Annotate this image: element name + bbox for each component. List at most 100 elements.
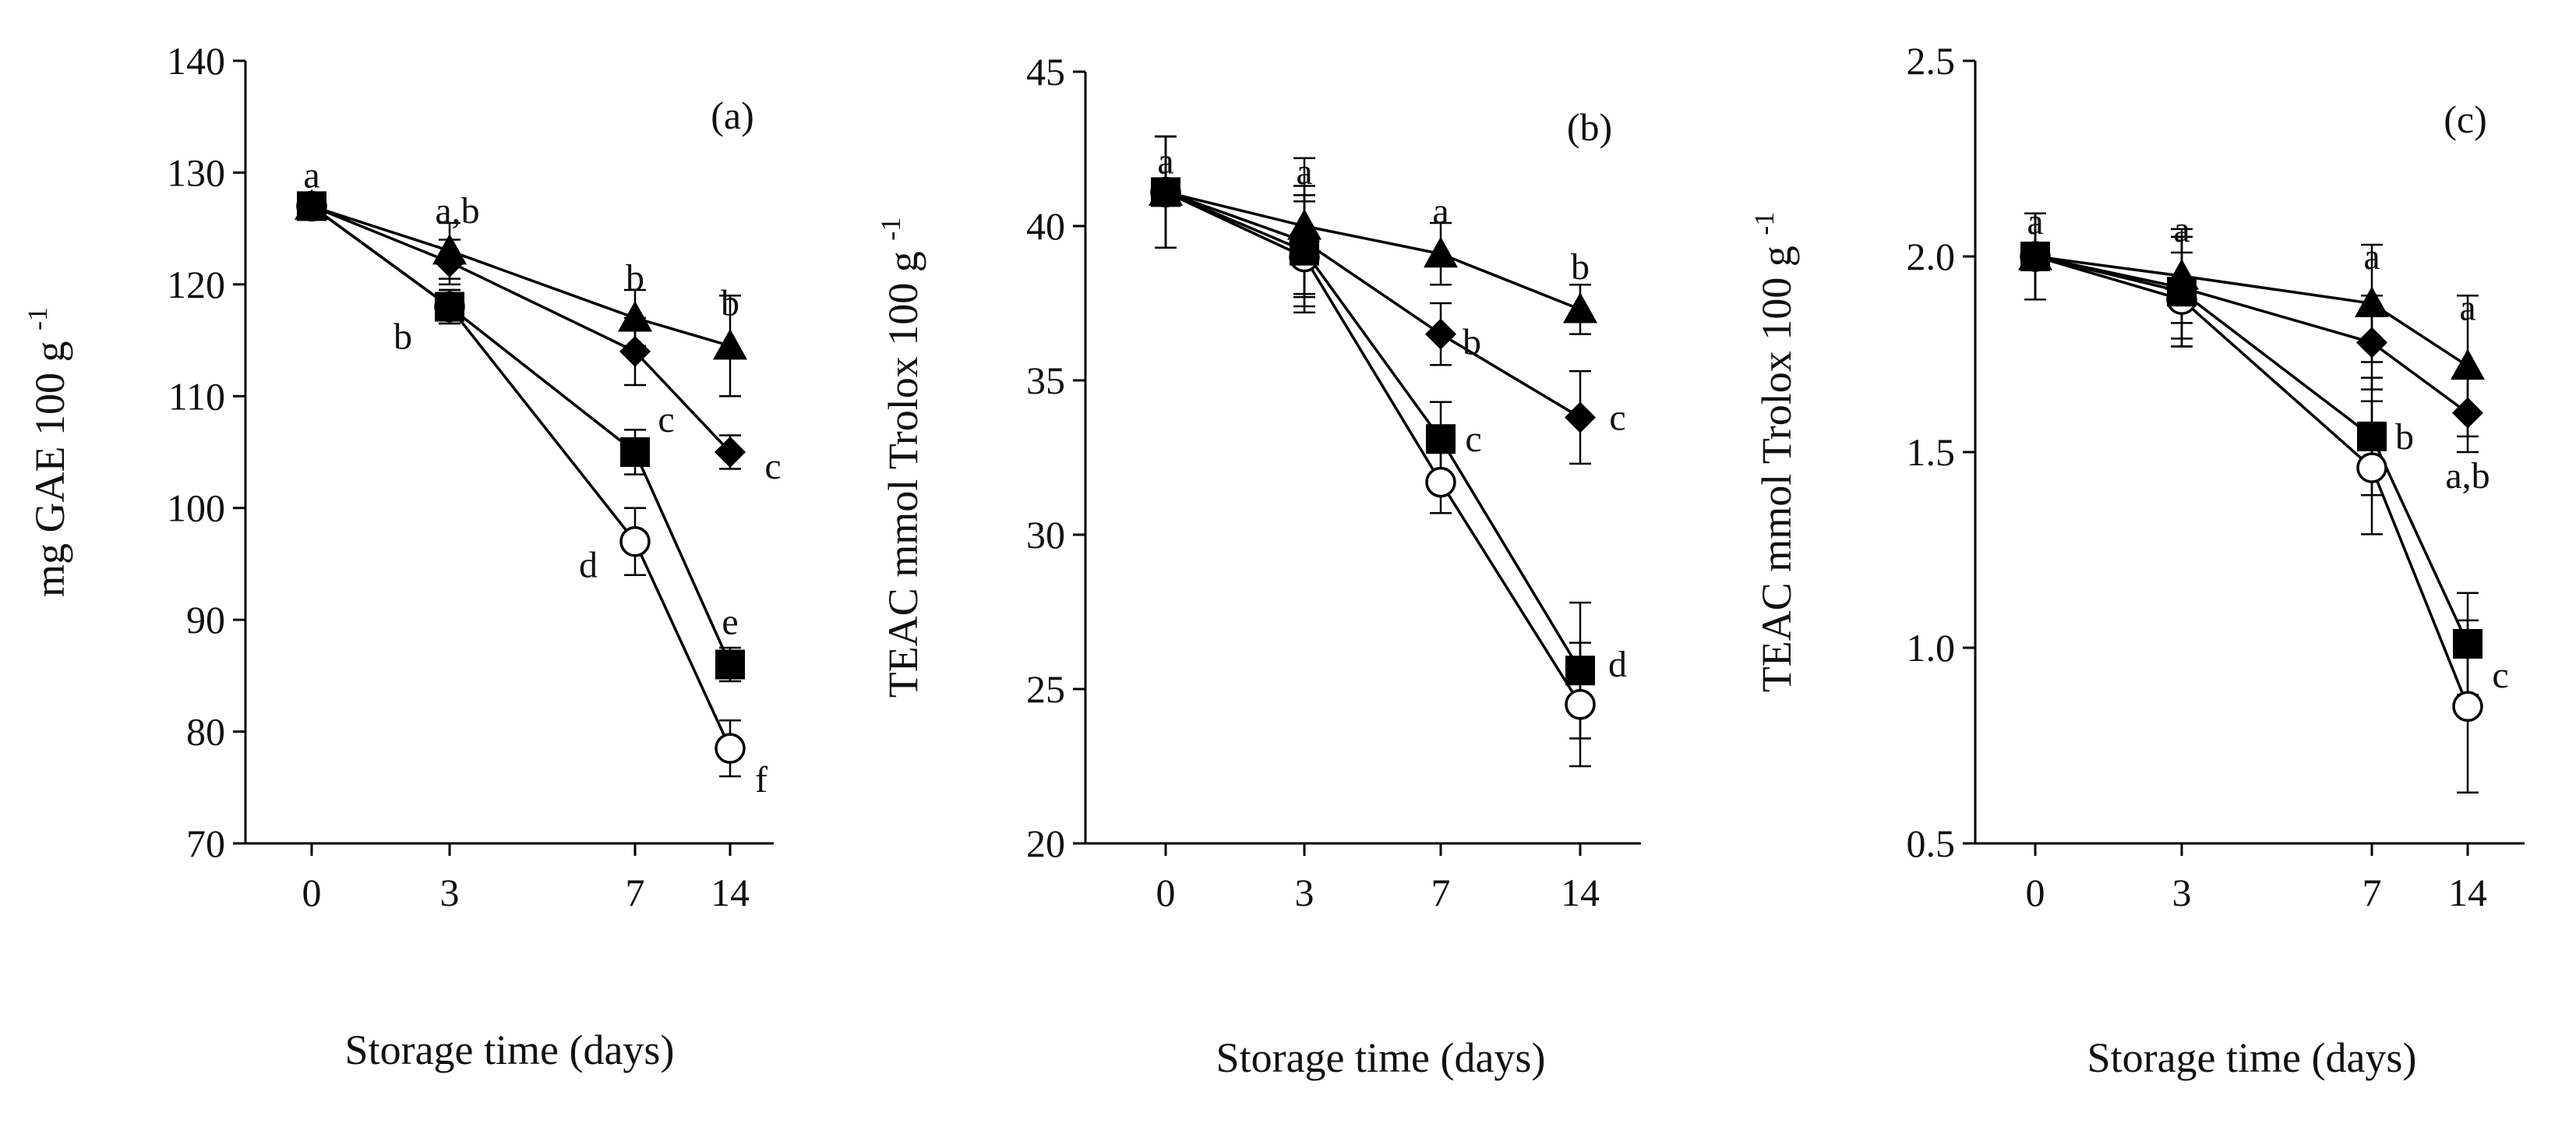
significance-label: d	[1608, 644, 1627, 685]
chart-panel-3: 0.5 1.0 1.5 2.0 2.5 0 3 7 14 Storage time (days) T…	[1749, 39, 2525, 1081]
marker-diamond	[2452, 397, 2483, 429]
series-line	[311, 204, 732, 454]
marker-diamond	[1565, 401, 1596, 433]
significance-label: a	[1296, 151, 1312, 193]
x-tick-label: 0	[1156, 871, 1176, 914]
significance-label: f	[755, 759, 768, 801]
marker-triangle	[2355, 286, 2389, 317]
significance-label: c	[658, 399, 674, 440]
marker-square	[297, 191, 326, 221]
marker-square	[2020, 242, 2050, 271]
marker-triangle	[1563, 292, 1597, 323]
x-tick-label: 14	[1561, 871, 1600, 914]
significance-label: a	[2027, 201, 2043, 242]
significance-label: c	[764, 446, 781, 487]
y-axis-label: mg GAE 100 g -1	[22, 307, 73, 597]
panel-label: (c)	[2444, 97, 2487, 141]
panel-label: (b)	[1567, 105, 1612, 149]
y-tick-label: 40	[1026, 204, 1065, 248]
series-line	[2034, 255, 2469, 707]
y-tick-label: 25	[1026, 667, 1065, 711]
significance-label: a	[2173, 209, 2190, 250]
series-line	[2034, 255, 2468, 368]
marker-square	[1151, 177, 1180, 207]
marker-triangle	[618, 300, 652, 332]
x-axis-label: Storage time (days)	[2087, 1034, 2417, 1081]
y-tick-label: 70	[186, 822, 225, 865]
significance-label: c	[1609, 398, 1625, 439]
series-line	[1165, 190, 1582, 705]
significance-label: a,b	[435, 190, 479, 232]
significance-label: a	[1432, 191, 1449, 232]
marker-square	[715, 649, 745, 680]
x-tick-label: 3	[1295, 871, 1314, 914]
y-tick-label: 20	[1026, 822, 1065, 865]
series-line	[2034, 255, 2469, 415]
marker-circle-open	[715, 733, 746, 764]
y-tick-label: 130	[167, 150, 225, 194]
x-tick-label: 7	[626, 871, 645, 914]
y-tick-label: 45	[1026, 50, 1065, 94]
y-tick-label: 110	[168, 374, 225, 418]
marker-square	[2357, 421, 2387, 451]
marker-diamond	[2356, 327, 2387, 359]
significance-label: b	[2395, 416, 2414, 458]
series-line	[1165, 190, 1582, 672]
series-line	[1165, 190, 1581, 311]
significance-label: b	[721, 283, 739, 324]
x-tick-label: 0	[302, 871, 322, 914]
x-tick-label: 0	[2026, 871, 2045, 914]
x-tick-label: 3	[2172, 871, 2192, 914]
significance-label: a	[2363, 236, 2380, 277]
marker-square	[620, 437, 650, 467]
significance-label: c	[2492, 655, 2508, 696]
y-tick-label: 30	[1026, 513, 1065, 557]
marker-square	[1426, 424, 1456, 454]
significance-label: d	[579, 545, 598, 586]
marker-triangle	[2451, 348, 2485, 380]
significance-label: a	[303, 154, 319, 196]
x-tick-label: 3	[440, 871, 460, 914]
y-tick-label: 1.5	[1907, 430, 1956, 474]
y-tick-label: 120	[167, 263, 225, 306]
marker-square	[435, 292, 464, 322]
marker-circle-open	[2356, 452, 2387, 483]
significance-label: c	[1465, 419, 1481, 460]
marker-circle-open	[1565, 689, 1596, 720]
marker-diamond	[434, 246, 465, 278]
x-axis-label: Storage time (days)	[1216, 1034, 1546, 1081]
y-tick-label: 140	[167, 39, 225, 83]
marker-square	[1290, 235, 1319, 266]
panel-label: (a)	[711, 94, 754, 137]
marker-circle-open	[1425, 466, 1456, 498]
y-tick-label: 80	[186, 710, 225, 754]
significance-label: a,b	[2445, 455, 2490, 497]
significance-label: b	[1571, 246, 1590, 288]
marker-triangle	[713, 328, 747, 360]
series-line	[2034, 255, 2469, 645]
marker-triangle	[1287, 209, 1322, 240]
marker-diamond	[1425, 318, 1456, 350]
significance-label: a	[1157, 140, 1173, 182]
chart-panel-1: 70 80 90 100 110 120 130 140 0 3 7 14 Storage time (…	[22, 39, 782, 1073]
marker-diamond	[715, 436, 746, 468]
significance-label: b	[393, 316, 412, 358]
y-axis-label: TEAC mmol Trolox 100 g -1	[875, 217, 926, 698]
significance-label: b	[1463, 322, 1481, 363]
marker-diamond	[619, 335, 651, 367]
significance-label: e	[722, 602, 738, 643]
series-line	[310, 205, 732, 749]
significance-label: b	[626, 257, 644, 299]
marker-square	[2167, 277, 2197, 307]
marker-triangle	[1424, 236, 1458, 268]
y-tick-label: 2.0	[1907, 235, 1956, 278]
marker-square	[1565, 656, 1595, 686]
x-tick-label: 7	[2363, 871, 2382, 914]
x-tick-label: 7	[1431, 871, 1451, 914]
y-axis-label: TEAC mmol Trolox 100 g -1	[1749, 212, 1800, 693]
marker-circle-open	[619, 525, 651, 557]
y-tick-label: 35	[1026, 359, 1065, 402]
x-tick-label: 14	[2448, 871, 2487, 914]
